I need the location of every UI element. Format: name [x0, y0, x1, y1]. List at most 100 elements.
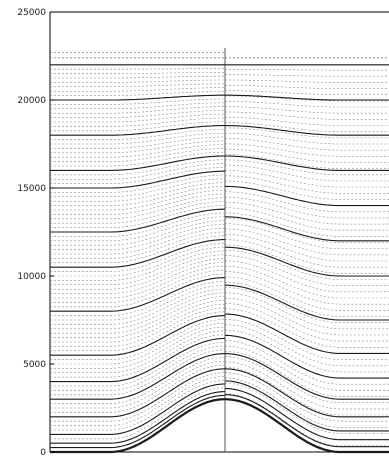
level-line-solid-left [50, 391, 226, 444]
level-line-solid-left [50, 337, 226, 383]
level-line-dashed-right [225, 101, 389, 108]
level-line-dashed-left [50, 167, 225, 184]
level-line-dashed-right [225, 127, 389, 139]
level-line-dashed-right [225, 228, 389, 256]
level-line-solid-left [50, 239, 225, 268]
level-line-dashed-left [50, 269, 226, 303]
level-line-dashed-right [225, 260, 389, 293]
level-line-solid-left [50, 208, 225, 233]
level-line-dashed-left [50, 353, 226, 400]
level-line-dashed-left [50, 75, 225, 79]
level-line-dashed-left [50, 334, 226, 378]
level-line-dashed-right [225, 287, 389, 323]
level-line-dashed-right [225, 239, 389, 268]
level-line-dashed-left [50, 224, 225, 250]
level-line-dashed-right [225, 69, 389, 71]
level-line-dashed-right [224, 345, 389, 391]
level-line-dashed-left [50, 178, 225, 198]
level-line-dashed-left [50, 113, 225, 123]
level-line-dashed-left [50, 292, 226, 330]
y-tick-label: 15000 [17, 184, 46, 194]
level-line-dashed-left [50, 349, 226, 396]
level-line-dashed-left [50, 376, 226, 426]
y-tick-label: 0 [40, 448, 46, 457]
level-line-dashed-left [50, 311, 226, 352]
level-line-dashed-left [50, 303, 226, 343]
level-line-solid-right [225, 185, 389, 207]
level-line-dashed-left [50, 216, 225, 242]
level-line-dashed-left [50, 364, 226, 413]
level-line-solid-right [225, 125, 389, 136]
levels-right-panel [224, 57, 389, 454]
level-line-dashed-right [224, 377, 389, 428]
level-line-dashed-right [224, 319, 389, 360]
level-line-dashed-left [50, 102, 225, 110]
level-line-dashed-left [50, 395, 226, 448]
level-line-dashed-left [50, 72, 225, 74]
level-line-dashed-left [50, 383, 226, 435]
level-line-dashed-left [50, 250, 225, 281]
level-line-dashed-right [224, 372, 389, 422]
level-line-dashed-left [50, 98, 225, 105]
level-line-dashed-left [50, 110, 225, 118]
level-line-dashed-right [225, 281, 389, 317]
level-line-dashed-right [225, 180, 389, 200]
level-line-dashed-left [50, 254, 225, 286]
level-line-dashed-right [224, 324, 389, 367]
level-line-dashed-left [50, 220, 225, 246]
level-line-dashed-left [50, 341, 226, 387]
level-line-solid-right [225, 334, 389, 379]
level-line-solid-right [225, 216, 389, 242]
level-line-dashed-right [225, 207, 389, 231]
level-line-dashed-left [50, 83, 225, 88]
level-line-dashed-left [50, 227, 225, 255]
level-line-solid-left [50, 170, 225, 189]
level-line-dashed-left [50, 174, 225, 193]
level-line-dashed-left [50, 379, 226, 431]
level-line-dashed-right [225, 234, 389, 262]
level-line-dashed-left [50, 140, 225, 154]
level-line-dashed-left [50, 151, 225, 167]
level-line-solid-right [225, 246, 389, 277]
level-line-dashed-left [50, 300, 226, 338]
level-line-dashed-right [225, 388, 389, 440]
level-line-dashed-left [50, 326, 226, 369]
level-line-dashed-left [50, 296, 226, 334]
level-line-solid-right [225, 313, 389, 354]
level-line-dashed-left [50, 357, 226, 404]
level-line-dashed-right [225, 79, 389, 83]
y-tick-label: 20000 [17, 96, 46, 106]
level-line-dashed-right [225, 308, 389, 348]
level-line-dashed-right [225, 148, 389, 163]
level-line-dashed-left [50, 144, 225, 158]
level-line-solid-left [50, 155, 225, 171]
level-line-dashed-left [50, 201, 225, 224]
y-tick-label: 5000 [23, 360, 46, 370]
level-line-dashed-left [50, 284, 226, 321]
level-line-dashed-right [224, 143, 389, 157]
level-line-solid-left [50, 353, 226, 400]
level-line-dashed-left [50, 182, 225, 202]
level-line-dashed-left [50, 258, 225, 290]
level-line-dashed-left [50, 186, 225, 206]
level-line-dashed-left [50, 205, 225, 228]
level-line-dashed-right [225, 255, 389, 286]
level-line-dashed-left [50, 117, 225, 127]
level-line-dashed-left [50, 231, 225, 259]
level-line-dashed-right [224, 223, 389, 249]
level-line-dashed-left [50, 132, 225, 145]
level-line-dashed-right [225, 138, 389, 151]
level-line-dashed-right [224, 382, 389, 434]
level-line-dashed-left [50, 288, 226, 325]
level-line-dashed-left [50, 129, 225, 140]
level-line-dashed-right [225, 95, 389, 102]
level-line-dashed-left [50, 148, 225, 162]
level-line-dashed-left [50, 197, 225, 220]
level-line-dashed-left [50, 79, 225, 83]
level-line-dashed-left [50, 345, 226, 391]
level-line-dashed-right [225, 90, 389, 95]
level-line-dashed-left [50, 243, 225, 272]
level-line-dashed-right [225, 175, 389, 194]
level-line-dashed-left [50, 387, 226, 440]
level-line-dashed-right [224, 196, 389, 219]
